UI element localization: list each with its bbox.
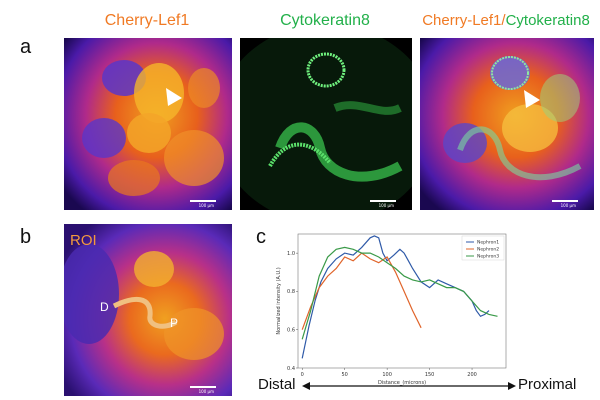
legend-label: Nephron1 <box>477 240 499 246</box>
merge-title-cyto: Cytokeratin8 <box>505 12 590 29</box>
cherry-lef1-title: Cherry-Lef1 <box>104 12 190 29</box>
cytokeratin8-micrograph: 100 μm <box>240 38 412 210</box>
scale-label: 100 μm <box>378 203 394 208</box>
y-axis-label: Normalized intensity (A.U.) <box>276 267 282 334</box>
x-axis-label: Distance_(microns) <box>378 380 426 386</box>
arrowhead-marker <box>166 88 182 106</box>
merge-micrograph: 100 μm <box>420 38 594 210</box>
cytokeratin8-title: Cytokeratin8 <box>280 12 370 29</box>
x-tick-label: 150 <box>425 372 435 378</box>
arrowhead-marker <box>524 90 540 108</box>
x-tick-label: 200 <box>467 372 477 378</box>
panel-c-letter: c <box>256 226 266 248</box>
y-tick-label: 0.4 <box>287 366 295 372</box>
y-tick-label: 1.0 <box>287 251 295 257</box>
legend-label: Nephron3 <box>477 254 499 260</box>
y-tick-label: 0.8 <box>287 289 295 295</box>
series-line-nephron3 <box>301 246 498 340</box>
x-tick-label: 50 <box>342 372 348 378</box>
merge-title-cherry: Cherry-Lef1/ <box>422 12 506 29</box>
merge-title: Cherry-Lef1/Cytokeratin8 <box>418 12 594 29</box>
panel-b-letter: b <box>20 226 32 248</box>
x-tick-label: 100 <box>382 372 392 378</box>
distal-proximal-arrow <box>302 382 516 390</box>
y-tick-label: 0.6 <box>287 328 295 334</box>
roi-label: ROI <box>70 232 97 249</box>
scale-label: 100 μm <box>198 203 214 208</box>
x-tick-label: 0 <box>301 372 304 378</box>
scale-label: 100 μm <box>198 389 214 394</box>
distal-marker: D <box>100 300 109 314</box>
proximal-marker: P <box>170 316 179 330</box>
distal-label: Distal <box>258 376 296 393</box>
legend-label: Nephron2 <box>477 247 499 253</box>
roi-micrograph: ROI D P 100 μm <box>64 224 232 396</box>
panel-a-letter: a <box>20 36 32 58</box>
scale-label: 100 μm <box>560 203 576 208</box>
cherry-lef1-micrograph: 100 μm <box>64 38 232 210</box>
proximal-label: Proximal <box>518 376 577 393</box>
